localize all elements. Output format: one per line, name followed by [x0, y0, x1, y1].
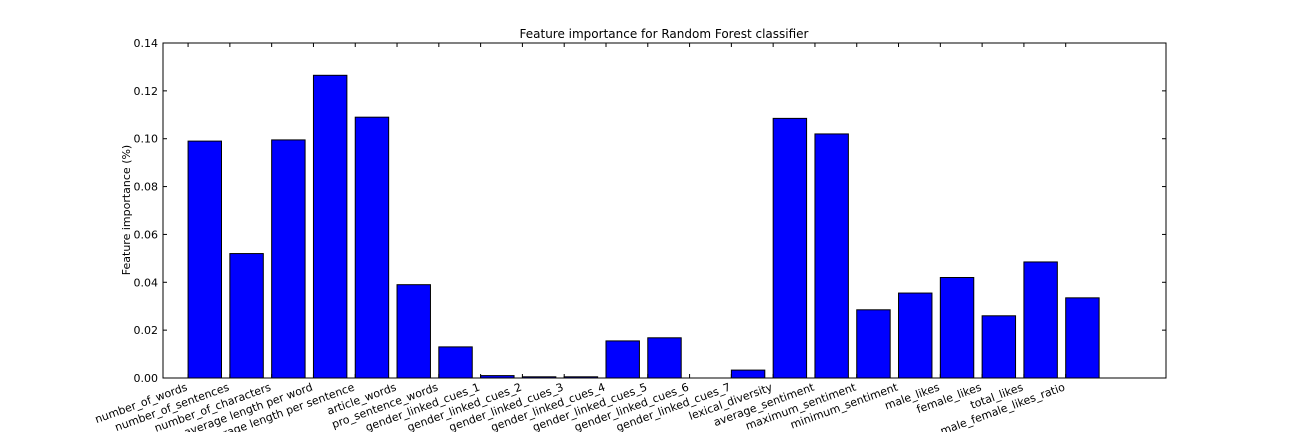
bar-gender_linked_cues_4 [605, 340, 640, 379]
y-tick-label: 0.10 [134, 133, 159, 146]
y-tick-label: 0.04 [134, 276, 159, 289]
bar-gender_linked_cues_5 [647, 337, 682, 379]
bar-minimum_sentiment [898, 292, 933, 379]
bar-female_likes [981, 315, 1017, 379]
bar-male_likes [939, 277, 975, 379]
y-tick-label: 0.06 [134, 228, 159, 241]
bar-number_of_characters [271, 139, 306, 379]
bar-total_likes [1023, 261, 1058, 379]
y-axis-ticks: 0.00 0.02 0.04 0.06 0.08 0.10 0.12 0.14 [134, 37, 1166, 385]
bar-number_of_sentences [229, 253, 264, 379]
y-axis-label: Feature importance (%) [120, 145, 133, 275]
bar-maximum_sentiment [856, 309, 891, 379]
y-tick-label: 0.08 [134, 181, 159, 194]
bar-gender_linked_cues_7 [730, 369, 766, 379]
bars-group [187, 74, 1100, 379]
bar-average_sentiment [814, 133, 849, 379]
chart-title: Feature importance for Random Forest cla… [520, 27, 809, 41]
y-tick-label: 0.00 [134, 372, 159, 385]
bar-average length per sentence [354, 116, 390, 379]
bar-pro_sentence_words [438, 346, 473, 379]
y-tick-label: 0.14 [134, 37, 159, 50]
bar-number_of_words [187, 140, 223, 379]
bar-average length per word [312, 74, 348, 379]
y-tick-label: 0.12 [134, 85, 159, 98]
plot-frame [162, 42, 1167, 379]
bar-article_words [396, 284, 431, 379]
y-tick-label: 0.02 [134, 324, 159, 337]
bar-lexical_diversity [772, 117, 808, 379]
bar-male_female_likes_ratio [1065, 297, 1100, 379]
